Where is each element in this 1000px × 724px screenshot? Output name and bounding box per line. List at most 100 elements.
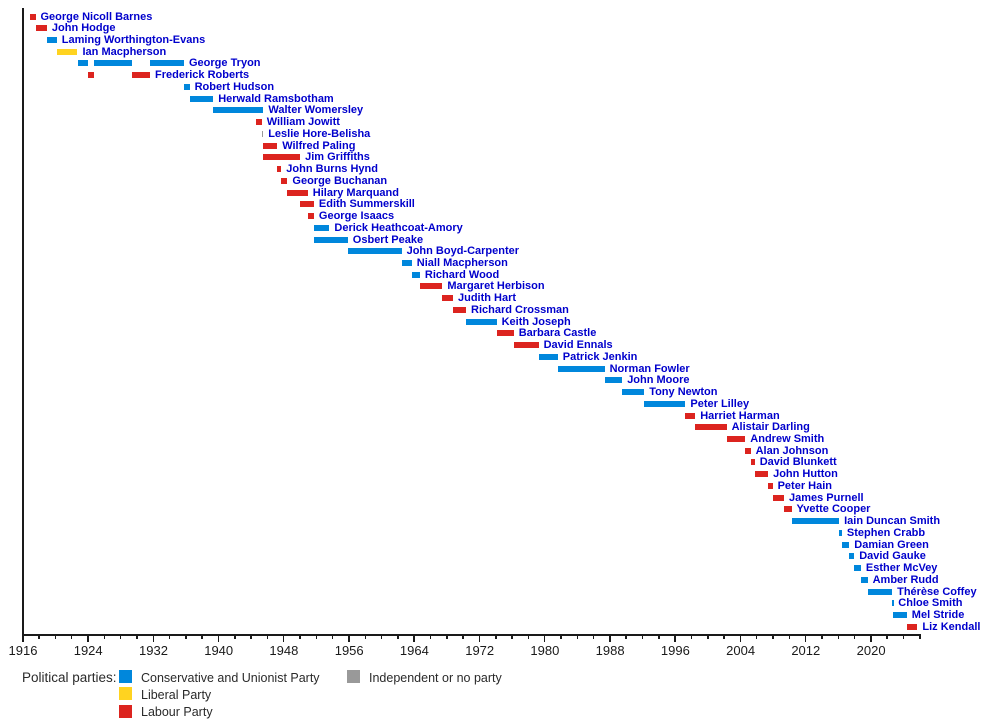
term-bar bbox=[189, 95, 214, 102]
person-label[interactable]: John Hutton bbox=[773, 468, 838, 481]
person-label[interactable]: Hilary Marquand bbox=[312, 186, 399, 199]
person-label[interactable]: David Gauke bbox=[859, 550, 926, 563]
person-label[interactable]: David Ennals bbox=[543, 339, 613, 352]
term-bar bbox=[849, 553, 855, 560]
person-label[interactable]: Esther McVey bbox=[865, 562, 938, 574]
legend-swatch bbox=[119, 687, 132, 701]
person-label[interactable]: John Burns Hynd bbox=[286, 163, 378, 176]
axis-minor-tick bbox=[527, 634, 530, 639]
axis-major-tick bbox=[217, 634, 220, 642]
person-label[interactable]: Tony Newton bbox=[649, 386, 718, 398]
person-label[interactable]: Edith Summerskill bbox=[318, 198, 415, 211]
term-bar bbox=[791, 518, 839, 525]
person-label[interactable]: Amber Rudd bbox=[872, 573, 939, 586]
axis-minor-tick bbox=[315, 634, 318, 639]
term-bar bbox=[604, 377, 623, 384]
axis-major-tick bbox=[348, 634, 350, 642]
person-label[interactable]: Chloe Smith bbox=[898, 597, 963, 610]
person-label[interactable]: Derick Heathcoat-Amory bbox=[334, 221, 463, 234]
term-bar bbox=[784, 506, 792, 513]
person-label[interactable]: Mel Stride bbox=[911, 609, 965, 621]
axis-tick-label: 1916 bbox=[8, 643, 38, 658]
term-bar bbox=[263, 142, 278, 149]
axis-tick-label: 1948 bbox=[269, 643, 299, 658]
person-label[interactable]: Richard Wood bbox=[424, 268, 500, 281]
person-label[interactable]: William Jowitt bbox=[266, 116, 340, 129]
person-label[interactable]: Ian Macpherson bbox=[82, 45, 167, 58]
person-label[interactable]: Harriet Harman bbox=[700, 409, 780, 422]
person-label[interactable]: Thérèse Coffey bbox=[897, 585, 977, 598]
person-label[interactable]: Norman Fowler bbox=[609, 362, 690, 375]
person-label[interactable]: Osbert Peake bbox=[352, 233, 424, 246]
term-bar bbox=[768, 482, 773, 489]
axis-tick-label: 1956 bbox=[334, 643, 364, 658]
axis-minor-tick bbox=[462, 634, 464, 639]
person-label[interactable]: Robert Hudson bbox=[194, 80, 275, 93]
person-label[interactable]: Herwald Ramsbotham bbox=[218, 92, 334, 105]
term-bar bbox=[772, 494, 784, 501]
axis-major-tick bbox=[804, 634, 807, 642]
person-label[interactable]: John Moore bbox=[627, 374, 690, 387]
term-bar bbox=[314, 236, 348, 243]
person-label[interactable]: Stephen Crabb bbox=[846, 526, 926, 539]
axis-major-tick bbox=[739, 634, 742, 642]
person-label[interactable]: Barbara Castle bbox=[518, 327, 597, 340]
person-label[interactable]: George Nicoll Barnes bbox=[40, 10, 153, 23]
axis-minor-tick bbox=[250, 634, 252, 639]
person-label[interactable]: Leslie Hore-Belisha bbox=[268, 127, 371, 140]
axis-minor-tick bbox=[641, 634, 644, 639]
axis-minor-tick bbox=[886, 634, 888, 639]
axis-minor-tick bbox=[837, 634, 839, 639]
person-label[interactable]: Wilfred Paling bbox=[282, 139, 356, 152]
person-label[interactable]: John Hodge bbox=[51, 22, 116, 35]
person-label[interactable]: Jim Griffiths bbox=[305, 151, 370, 164]
term-bar bbox=[213, 107, 264, 114]
person-label[interactable]: Alan Johnson bbox=[755, 444, 829, 457]
term-bar bbox=[754, 471, 769, 478]
person-label[interactable]: Peter Hain bbox=[777, 479, 833, 492]
term-bar bbox=[29, 13, 36, 20]
axis-minor-tick bbox=[625, 634, 627, 639]
axis-major-tick bbox=[413, 634, 415, 642]
person-label[interactable]: George Buchanan bbox=[292, 174, 388, 187]
term-bar bbox=[513, 342, 539, 349]
axis-major-tick bbox=[609, 634, 611, 642]
person-label[interactable]: Judith Hart bbox=[458, 292, 517, 305]
axis-minor-tick bbox=[266, 634, 269, 639]
person-label[interactable]: Patrick Jenkin bbox=[562, 350, 638, 363]
axis-minor-tick bbox=[511, 634, 513, 639]
person-label[interactable]: Yvette Cooper bbox=[796, 503, 871, 516]
person-label[interactable]: Niall Macpherson bbox=[416, 256, 508, 269]
term-bar bbox=[906, 623, 918, 630]
person-label[interactable]: Liz Kendall bbox=[922, 620, 981, 633]
person-label[interactable]: Damian Green bbox=[854, 538, 929, 551]
person-label[interactable]: Frederick Roberts bbox=[155, 69, 250, 82]
person-label[interactable]: Keith Joseph bbox=[501, 315, 571, 328]
person-label[interactable]: Andrew Smith bbox=[750, 433, 825, 445]
person-label[interactable]: Richard Crossman bbox=[471, 303, 569, 316]
axis-tick-label: 1964 bbox=[399, 643, 429, 658]
term-bar bbox=[453, 306, 466, 313]
axis-minor-tick bbox=[755, 634, 758, 639]
term-bar bbox=[150, 60, 184, 67]
person-label[interactable]: George Tryon bbox=[189, 57, 261, 70]
person-label[interactable]: Alistair Darling bbox=[731, 421, 810, 434]
person-label[interactable]: James Purnell bbox=[789, 491, 864, 504]
axis-minor-tick bbox=[364, 634, 366, 639]
term-bar bbox=[263, 154, 301, 161]
axis-minor-tick bbox=[821, 634, 823, 639]
person-label[interactable]: David Blunkett bbox=[759, 456, 837, 469]
axis-minor-tick bbox=[576, 634, 578, 639]
term-bar bbox=[77, 60, 88, 67]
term-bar bbox=[347, 248, 402, 255]
person-label[interactable]: John Boyd-Carpenter bbox=[406, 245, 520, 258]
person-label[interactable]: Iain Duncan Smith bbox=[844, 515, 941, 528]
person-label[interactable]: Peter Lilley bbox=[690, 397, 750, 410]
person-label[interactable]: George Isaacs bbox=[318, 210, 395, 222]
axis-minor-tick bbox=[919, 634, 921, 639]
person-label[interactable]: Margaret Herbison bbox=[447, 280, 545, 293]
person-label[interactable]: Laming Worthington-Evans bbox=[61, 34, 206, 46]
person-label[interactable]: Walter Womersley bbox=[268, 104, 364, 117]
term-bar bbox=[745, 447, 751, 454]
